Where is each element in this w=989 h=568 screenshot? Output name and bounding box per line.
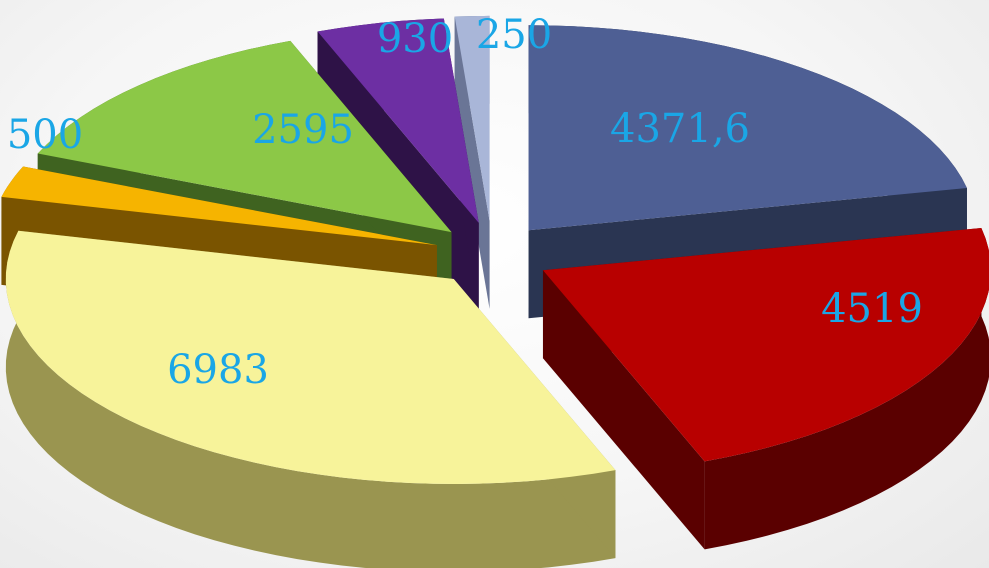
pie-slice-face-1-1 [542,270,705,550]
data-label-5: 930 [377,16,453,62]
pie-slice-face-6-0 [454,16,490,309]
pie-slice-top-0 [528,25,967,231]
pie-slice-top-2 [5,230,616,484]
data-label-3: 500 [7,112,83,158]
pie-slice-top-4 [37,40,452,233]
pie-slice-1 [542,227,989,550]
pie-slice-top-6 [454,15,490,221]
pie-slices [1,15,989,568]
pie-slice-side-1 [704,227,989,550]
data-label-2: 6983 [167,347,269,393]
pie-slice-6 [454,15,490,309]
data-labels: 4371,6 4519 6983 500 2595 930 250 [7,12,923,393]
data-label-4: 2595 [252,107,354,153]
data-label-6: 250 [476,12,552,58]
pie-slice-top-1 [542,227,989,462]
pie-slice-side-2 [5,230,616,568]
pie-slice-2 [5,230,616,568]
pie-slice-top-5 [317,18,479,223]
data-label-1: 4519 [821,286,923,332]
pie-slice-top-3 [1,166,437,246]
data-label-0: 4371,6 [610,106,750,152]
